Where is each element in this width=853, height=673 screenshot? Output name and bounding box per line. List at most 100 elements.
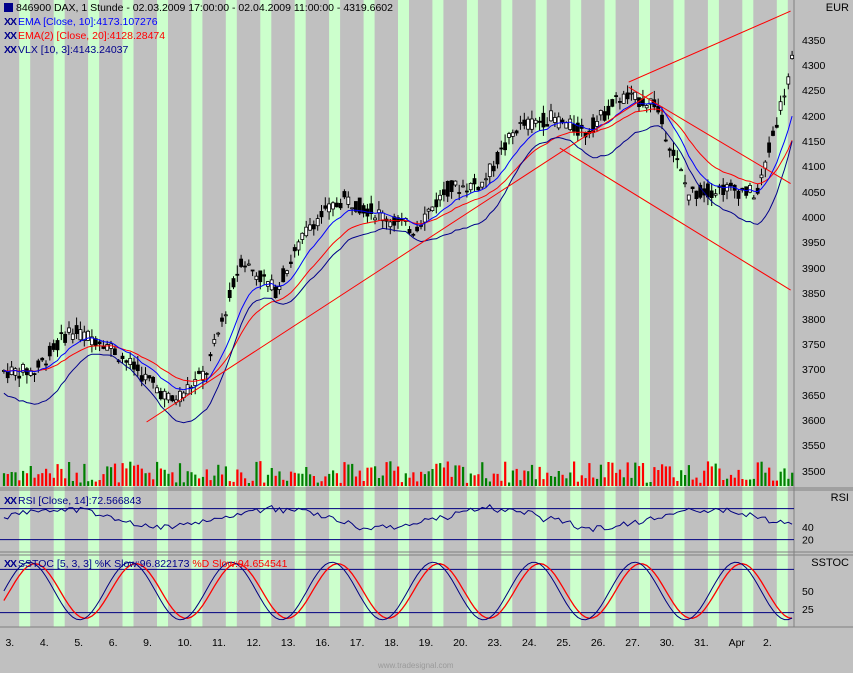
price-tick-label: 3850: [802, 288, 826, 301]
candle-body: [17, 375, 22, 379]
candle-body: [480, 181, 485, 188]
volume-bar: [523, 470, 526, 486]
volume-bar: [217, 464, 220, 486]
time-tick-label: 6.: [108, 637, 118, 649]
candle-body: [97, 341, 102, 345]
legend-sstoc[interactable]: XX SSTOC [5, 3, 3] %K Slow:96.822173 %D S…: [4, 557, 288, 571]
volume-bar: [729, 474, 733, 486]
volume-bar: [320, 481, 323, 486]
candle-body: [361, 205, 366, 214]
candle-body: [633, 91, 638, 100]
volume-bar: [358, 470, 361, 486]
volume-bar: [83, 463, 86, 486]
candle-body: [759, 174, 764, 179]
candle-body: [151, 376, 156, 383]
volume-bar: [791, 472, 794, 486]
volume-bar: [504, 461, 507, 486]
candle-body: [304, 226, 309, 237]
volume-bar: [664, 466, 667, 486]
volume-bar: [377, 478, 381, 486]
volume-bar: [772, 480, 775, 486]
pane-dividers: [0, 0, 853, 628]
sstoc-tick-label: 50: [802, 586, 814, 598]
session-band: [707, 0, 719, 627]
candle-body: [204, 373, 209, 375]
legend-vlx[interactable]: XX VLX [10, 3]:4143.24037: [4, 43, 128, 57]
candle-body: [503, 142, 508, 151]
volume-bar: [530, 464, 534, 486]
candle-body: [426, 208, 431, 212]
volume-bar: [584, 478, 587, 486]
candle-body: [311, 224, 316, 230]
legend-rsi[interactable]: XX RSI [Close, 14]:72.566843: [4, 494, 141, 508]
volume-bar: [603, 477, 606, 486]
price-tick-label: 3900: [802, 262, 826, 275]
volume-bar: [178, 463, 182, 486]
legend-ema10-text: EMA [Close, 10]:4173.107276: [18, 16, 158, 28]
volume-bar: [768, 467, 771, 486]
volume-bar: [661, 464, 664, 486]
legend-ema20[interactable]: XX EMA(2) [Close, 20]:4128.28474: [4, 29, 165, 43]
candle-body: [227, 289, 232, 298]
time-tick-label: 31.: [694, 637, 709, 649]
trendlines: [146, 10, 791, 423]
candle-body: [51, 343, 56, 350]
candle-body: [113, 348, 117, 355]
volume-bar: [615, 472, 618, 486]
trendline: [628, 10, 791, 83]
volume-bar: [592, 477, 595, 486]
volume-bar: [760, 461, 763, 486]
candle-body: [598, 110, 603, 116]
time-tick-label: 27.: [625, 637, 640, 649]
volume-bars: [2, 461, 794, 486]
candle-body: [78, 329, 83, 341]
candle-body: [667, 148, 672, 151]
candle-body: [679, 169, 683, 172]
volume-bar: [752, 478, 755, 486]
volume-bar: [328, 473, 331, 486]
volume-bar: [224, 466, 227, 486]
price-tick-label: 3950: [802, 237, 826, 250]
candle-body: [694, 190, 699, 200]
time-tick-label: 20.: [453, 637, 468, 649]
volume-bar: [140, 468, 143, 486]
candle-body: [514, 130, 519, 134]
volume-bar: [408, 477, 411, 486]
candle-body: [342, 191, 347, 198]
candle-body: [468, 182, 473, 191]
time-tick-label: 24.: [521, 637, 537, 649]
volume-bar: [156, 461, 159, 486]
volume-bar: [596, 478, 599, 486]
volume-bar: [638, 466, 641, 486]
volume-bar: [684, 475, 687, 486]
volume-bar: [488, 481, 491, 486]
candle-body: [507, 133, 511, 138]
volume-bar: [764, 472, 767, 486]
candle-body: [273, 286, 278, 299]
legend-ema10[interactable]: XX EMA [Close, 10]:4173.107276: [4, 15, 158, 29]
candle-body: [706, 183, 710, 198]
price-tick-label: 4100: [802, 161, 826, 174]
volume-bar: [213, 475, 216, 486]
volume-bar: [236, 469, 239, 486]
time-tick-label: 16.: [315, 637, 330, 649]
legend-vlx-text: VLX [10, 3]:4143.24037: [18, 44, 129, 56]
price-tick-label: 4150: [802, 135, 826, 148]
volume-bar: [618, 469, 622, 486]
volume-bar: [274, 475, 277, 486]
chart-menu-icon[interactable]: [4, 3, 13, 12]
volume-bar: [553, 476, 557, 486]
candle-body: [686, 194, 691, 201]
candle-body: [526, 118, 530, 130]
rsi-pane-label: RSI: [830, 492, 849, 504]
time-tick-label: 5.: [74, 637, 84, 649]
volume-bar: [485, 478, 488, 486]
volume-bar: [691, 479, 694, 486]
time-tick-label: 2.: [763, 637, 772, 649]
volume-bar: [286, 480, 289, 486]
session-band: [535, 0, 547, 627]
ema10-line: [3, 102, 793, 391]
volume-bar: [6, 474, 9, 486]
volume-bar: [779, 471, 782, 486]
